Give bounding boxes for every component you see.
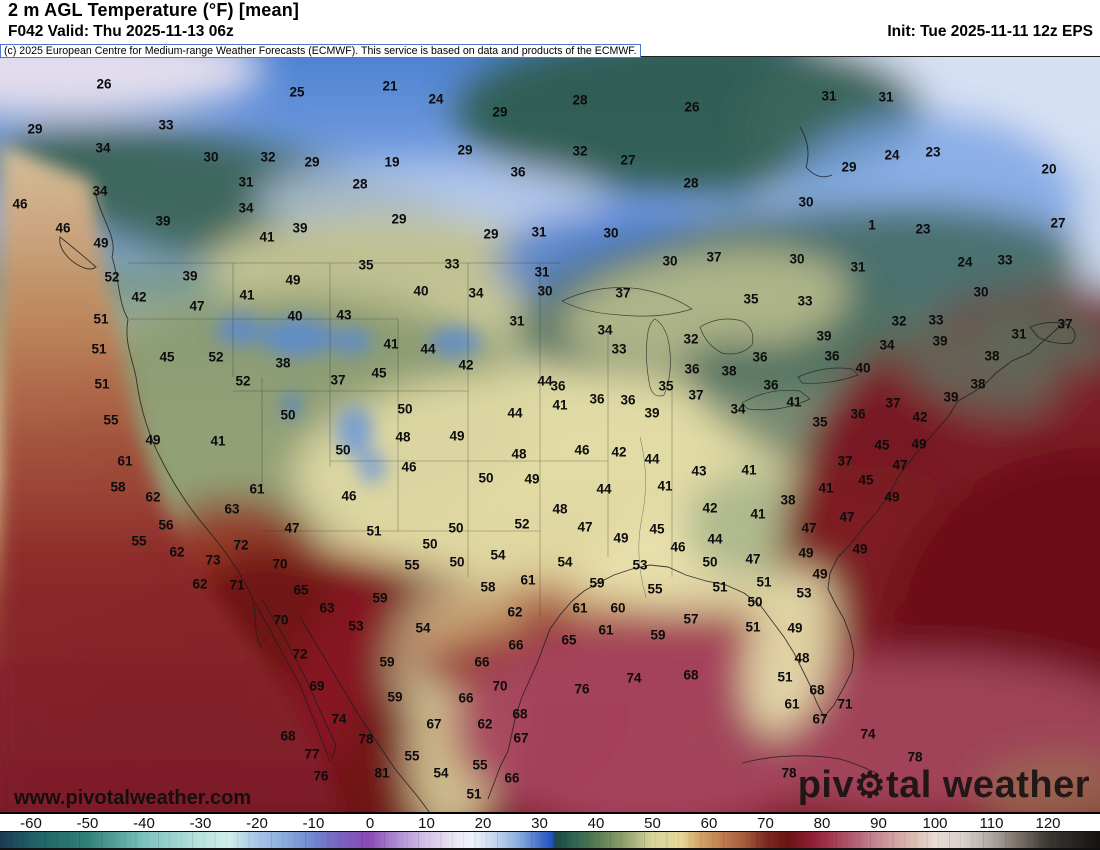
colorbar-tick: 90: [870, 815, 887, 832]
colorbar-tick: 80: [813, 815, 831, 832]
copyright-notice: (c) 2025 European Centre for Medium-rang…: [0, 44, 641, 58]
colorbar-tick: 110: [979, 815, 1004, 832]
page-title: 2 m AGL Temperature (°F) [mean]: [8, 0, 300, 20]
gear-icon: ⚙: [854, 766, 886, 805]
watermark-text-right: tal weather: [885, 764, 1090, 806]
colorbar-tick: -40: [133, 815, 155, 832]
colorbar-tick: 120: [1035, 815, 1061, 832]
colorbar-tick: 0: [365, 815, 375, 832]
great-lakes: [561, 287, 859, 411]
pivotalweather-url: www.pivotalweather.com: [14, 787, 252, 809]
temperature-map: [0, 56, 1100, 812]
temperature-blobs: [0, 57, 1100, 812]
colorbar-tick: 20: [474, 815, 492, 832]
colorbar-tick: -30: [189, 815, 212, 832]
watermark-text-left: piv: [797, 764, 855, 806]
colorbar-tick-row: -60 -50 -40 -30 -20 -10 0 10 20 30 40 50 60 70 80 90 100…: [0, 814, 1100, 832]
pivotal-weather-watermark: piv⚙tal weather: [798, 764, 1090, 807]
colorbar-tick: 70: [757, 815, 774, 832]
colorbar-tick: 10: [418, 815, 435, 832]
colorbar-tick: -50: [76, 815, 99, 832]
colorbar-tick: 60: [700, 815, 718, 832]
colorbar-tick: 40: [587, 815, 605, 832]
coastlines: [59, 126, 1076, 812]
colorbar-tick: 30: [531, 815, 548, 832]
colorbar-tick: 50: [644, 815, 661, 832]
state-borders: [128, 262, 673, 617]
colorbar-gradient: [0, 831, 1100, 850]
colorbar-tick: -20: [246, 815, 268, 832]
model-init-time: Init: Tue 2025-11-11 12z EPS: [887, 23, 1093, 40]
colorbar-tick: 100: [922, 815, 948, 832]
colorbar-tick: -60: [20, 815, 42, 832]
colorbar-tick: -10: [302, 815, 325, 832]
pacific-ocean: [0, 143, 344, 812]
forecast-valid-time: F042 Valid: Thu 2025-11-13 06z: [8, 23, 234, 40]
temperature-field-canvas: [0, 57, 1100, 812]
temperature-colorbar: -60 -50 -40 -30 -20 -10 0 10 20 30 40 50 60 70 80 90 100…: [0, 812, 1100, 850]
